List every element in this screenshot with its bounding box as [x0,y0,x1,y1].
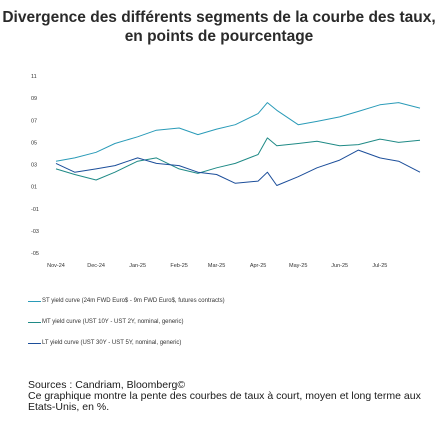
y-tick-label: 05 [31,140,37,146]
x-tick-label: Feb-25 [170,263,187,269]
series-line-lt [55,149,421,186]
legend-item-mt: MT yield curve (UST 10Y - UST 2Y, nomina… [28,318,225,326]
line-chart: 11 09 07 05 03 01 -01 -03 -05 Nov-24 Dec-24 Jan-25… [31,74,421,269]
legend-label-lt: LT yield curve (UST 30Y - UST 5Y, nomina… [42,340,182,346]
y-tick-label: 11 [31,74,37,80]
legend-swatch-mt [28,321,41,323]
legend-item-st: ST yield curve (24m FWD Euro$ - 9m FWD E… [28,297,225,305]
x-tick-label: Dec-24 [87,263,105,269]
legend: ST yield curve (24m FWD Euro$ - 9m FWD E… [28,297,225,360]
x-tick-label: Jun-25 [331,263,348,269]
y-tick-label: -03 [31,229,39,235]
y-tick-label: 03 [31,163,37,169]
y-tick-label: 07 [31,118,37,124]
chart-title: Divergence des différents segments de la… [2,9,436,45]
x-tick-label: Jan-25 [129,263,146,269]
y-axis: 11 09 07 05 03 01 -01 -03 -05 [31,74,39,257]
legend-label-mt: MT yield curve (UST 10Y - UST 2Y, nomina… [42,319,184,325]
chart-note: Ce graphique montre la pente des courbes… [28,390,421,413]
y-tick-label: 01 [31,185,37,191]
x-tick-label: Apr-25 [250,263,267,269]
y-tick-label: -05 [31,251,39,257]
sources-block: Sources : Candriam, Bloomberg© Ce graphi… [28,380,428,413]
y-tick-label: -01 [31,207,39,213]
y-tick-label: 09 [31,96,37,102]
x-tick-label: Jul-25 [372,263,387,269]
x-axis: Nov-24 Dec-24 Jan-25 Feb-25 Mar-25 Apr-25 May-… [47,263,387,269]
series-line-mt [55,137,421,181]
legend-swatch-st [28,300,41,302]
sources-line: Sources : Candriam, Bloomberg© [28,379,186,391]
x-tick-label: Nov-24 [47,263,65,269]
x-tick-label: Mar-25 [208,263,225,269]
x-tick-label: May-25 [289,263,307,269]
legend-item-lt: LT yield curve (UST 30Y - UST 5Y, nomina… [28,339,225,347]
series-line-st [55,102,421,162]
legend-swatch-lt [28,342,41,344]
legend-label-st: ST yield curve (24m FWD Euro$ - 9m FWD E… [42,298,225,304]
series-layer [55,102,421,186]
